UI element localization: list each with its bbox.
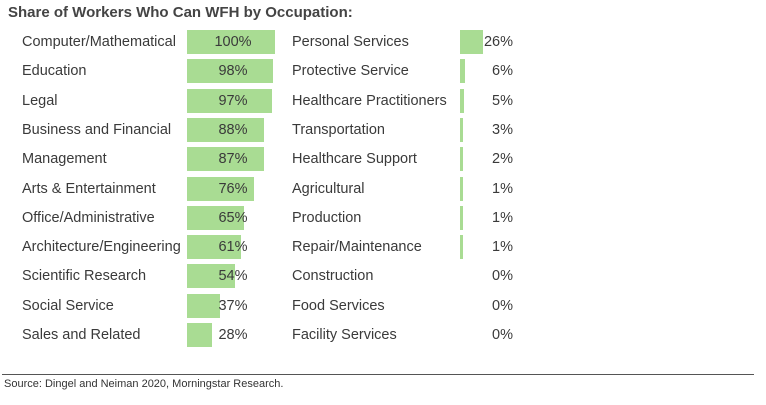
bar — [460, 147, 463, 172]
value-label: 0% — [492, 268, 513, 285]
bar — [187, 30, 275, 54]
value-label: 1% — [492, 239, 513, 256]
value-label: 37% — [218, 297, 248, 314]
value-label: 87% — [218, 151, 248, 168]
value-label: 0% — [492, 327, 513, 343]
value-label: 54% — [218, 268, 248, 285]
bar — [460, 205, 463, 230]
category-label: Management — [22, 151, 107, 168]
bar — [187, 264, 235, 289]
divider — [2, 374, 754, 375]
category-label: Food Services — [292, 297, 385, 314]
category-label: Business and Financial — [22, 121, 172, 138]
value-label: 6% — [492, 63, 513, 80]
value-label: 97% — [218, 92, 248, 109]
value-label: 98% — [218, 63, 248, 80]
category-label: Scientific Research — [22, 268, 147, 285]
category-label: Office/Administrative — [22, 209, 155, 226]
category-label: Healthcare Practitioners — [292, 92, 447, 109]
value-label: 1% — [492, 180, 513, 197]
category-label: Personal Services — [292, 34, 409, 50]
bar — [460, 30, 483, 54]
bar — [460, 176, 463, 201]
value-label: 28% — [218, 327, 248, 343]
category-label: Transportation — [292, 121, 385, 138]
bar — [460, 59, 466, 84]
value-label: 5% — [492, 92, 513, 109]
category-label: Protective Service — [292, 63, 409, 80]
category-label: Legal — [22, 92, 58, 109]
value-label: 3% — [492, 121, 513, 138]
bar — [187, 176, 254, 201]
bar — [187, 323, 212, 347]
value-label: 76% — [218, 180, 248, 197]
category-label: Architecture/Engineering — [22, 239, 181, 256]
bar — [187, 235, 241, 260]
category-label: Arts & Entertainment — [22, 180, 156, 197]
bar — [187, 205, 245, 230]
category-label: Agricultural — [292, 180, 365, 197]
value-label: 65% — [218, 209, 248, 226]
value-label: 61% — [218, 239, 248, 256]
value-label: 88% — [218, 121, 248, 138]
value-label: 1% — [492, 209, 513, 226]
category-label: Production — [292, 209, 362, 226]
value-label: 2% — [492, 151, 513, 168]
category-label: Education — [22, 63, 87, 80]
bar — [187, 59, 274, 84]
category-label: Social Service — [22, 297, 114, 314]
bar — [460, 88, 465, 113]
category-label: Construction — [292, 268, 374, 285]
category-label: Computer/Mathematical — [22, 34, 176, 50]
value-label: 26% — [483, 34, 513, 50]
category-label: Repair/Maintenance — [292, 239, 422, 256]
bar — [187, 117, 265, 142]
bar — [460, 117, 463, 142]
bar — [187, 88, 273, 113]
category-label: Healthcare Support — [292, 151, 417, 168]
category-label: Facility Services — [292, 327, 397, 343]
bar — [187, 293, 220, 318]
source-note: Source: Dingel and Neiman 2020, Mornings… — [4, 378, 284, 390]
bar — [187, 147, 264, 172]
value-label: 0% — [492, 297, 513, 314]
category-label: Sales and Related — [22, 327, 141, 343]
bar — [460, 235, 463, 260]
chart-title: Share of Workers Who Can WFH by Occupati… — [8, 4, 353, 21]
value-label: 100% — [214, 34, 252, 50]
